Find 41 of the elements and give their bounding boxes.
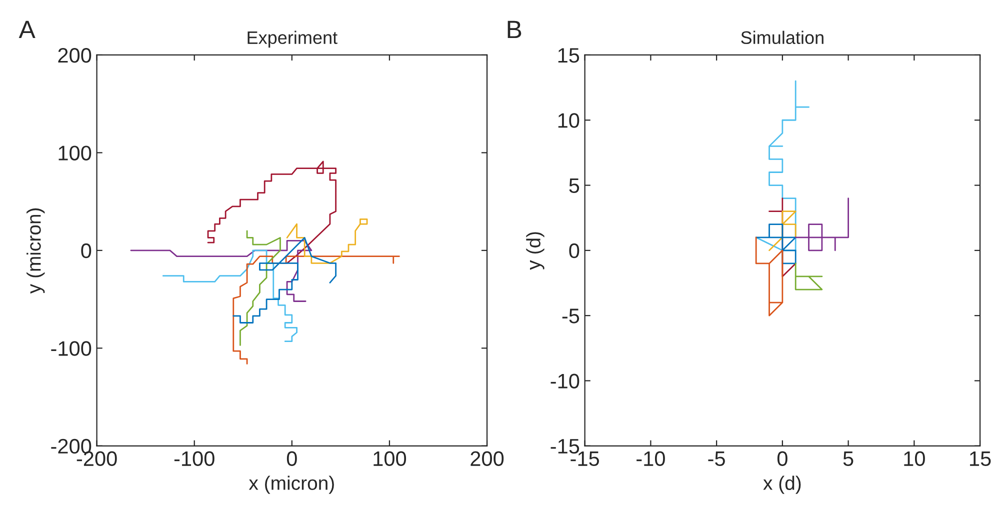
line-series	[768, 210, 796, 252]
line-series	[286, 218, 368, 264]
y-tick-label: -15	[550, 439, 580, 454]
x-axis-title: x (micron)	[248, 476, 334, 494]
y-tick-label: 200	[58, 48, 92, 63]
line-series	[794, 198, 849, 252]
x-tick-label: -10	[636, 451, 665, 466]
line-series	[232, 256, 400, 364]
chart-title: Simulation	[741, 30, 824, 44]
text: B	[508, 20, 522, 38]
x-tick-label: 0	[286, 451, 297, 466]
x-tick-label: -5	[708, 452, 725, 466]
y-tick-label: 100	[58, 146, 92, 160]
y-tick-label: 10	[558, 113, 580, 128]
y-tick-label: 5	[569, 178, 580, 194]
line-series	[755, 236, 784, 316]
line-series	[755, 80, 810, 252]
x-tick-label: -100	[174, 451, 214, 466]
y-tick-label: 0	[569, 243, 580, 258]
x-tick-label: 200	[470, 451, 504, 466]
x-axis-title: x (d)	[763, 476, 801, 494]
line-series	[130, 240, 312, 302]
y-axis-title: y (micron)	[26, 208, 45, 294]
x-tick-label: 5	[843, 452, 854, 466]
y-tick-label: -100	[51, 341, 92, 356]
chart-title: Experiment	[248, 30, 338, 48]
y-tick-label: 0	[81, 243, 92, 258]
x-tick-label: 100	[374, 451, 406, 466]
y-tick-label: -10	[550, 374, 580, 388]
line-series	[240, 230, 281, 346]
x-tick-label: 15	[970, 452, 991, 466]
text: A	[18, 20, 36, 38]
x-tick-label: 10	[904, 451, 925, 466]
x-tick-label: 0	[777, 451, 788, 466]
line-series	[232, 237, 337, 324]
line-series	[207, 160, 337, 264]
line-series	[162, 250, 298, 342]
y-tick-label: -5	[562, 308, 580, 324]
y-tick-label: 15	[558, 48, 580, 63]
y-axis-title: y (d)	[526, 232, 544, 270]
line-series	[755, 224, 796, 264]
